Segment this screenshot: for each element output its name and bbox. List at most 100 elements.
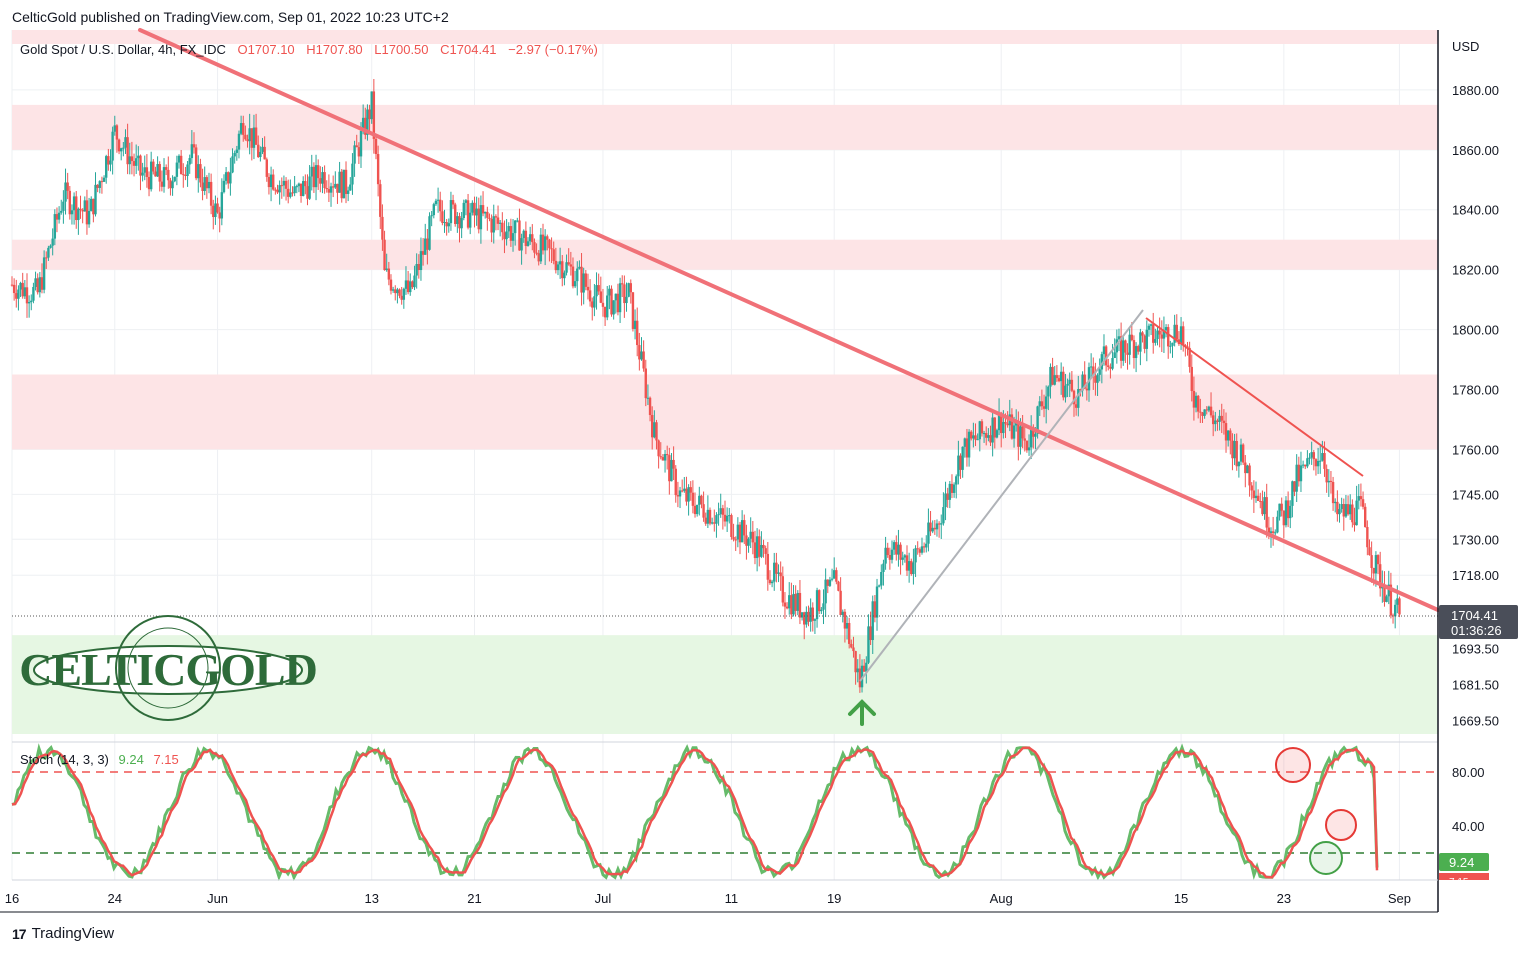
candle-body (736, 524, 740, 540)
candle-body (432, 204, 436, 216)
candle-body (695, 504, 699, 515)
stoch-tick-label: 40.00 (1452, 819, 1485, 834)
candle-body (614, 293, 618, 301)
candle-body (1211, 415, 1215, 425)
stoch-legend: Stoch (14, 3, 3) 9.24 7.15 (20, 752, 179, 767)
candle-body (1190, 366, 1193, 391)
candle-body (402, 288, 406, 300)
candle-body (102, 177, 106, 182)
candle-body (865, 662, 868, 672)
stoch-legend-k: 9.24 (119, 752, 144, 767)
candle-body (1338, 509, 1341, 515)
price-tick-label: 1669.50 (1452, 714, 1499, 729)
candle-body (494, 216, 498, 218)
candle-body (287, 188, 290, 197)
candle-body (51, 238, 54, 246)
candle-body (134, 158, 138, 166)
candle-body (1029, 427, 1033, 448)
candle-body (584, 273, 588, 287)
candle-body (728, 515, 731, 517)
candle-body (32, 286, 35, 301)
candle-body (316, 165, 320, 179)
candle-body (171, 181, 174, 189)
candle-body (687, 487, 690, 502)
candle-body (822, 603, 825, 610)
candle-body (1143, 335, 1146, 349)
candle-body (1396, 598, 1399, 605)
candle-body (96, 184, 99, 188)
candle-body (207, 181, 211, 189)
candle-body (272, 174, 275, 190)
candle-body (933, 527, 937, 530)
stochastic-panel (11, 741, 1438, 882)
candle-body (734, 539, 737, 541)
candle-body (441, 211, 444, 223)
candle-body (644, 368, 647, 399)
candle-body (503, 232, 506, 240)
candle-body (773, 562, 776, 582)
candle-body (841, 611, 844, 615)
candle-body (665, 454, 669, 456)
candle-body (704, 517, 707, 524)
candle-body (749, 531, 752, 539)
candle-body (944, 493, 947, 508)
candle-body (374, 138, 378, 155)
candle-body (428, 216, 431, 250)
candle-body (1218, 415, 1221, 422)
candle-body (1361, 499, 1365, 507)
candle-body (1346, 504, 1350, 515)
candle-body (1372, 567, 1375, 574)
candle-body (327, 189, 331, 193)
axes: USD 1880.00 1860.00 1840.00 1820.00 1800.00 17… (0, 30, 1518, 913)
candle-body (130, 156, 134, 162)
candle-body (282, 180, 286, 186)
candle-body (717, 514, 720, 516)
candle-body (760, 544, 763, 557)
candle-body (974, 435, 977, 440)
candle-body (1259, 500, 1262, 502)
candle-body (745, 535, 748, 546)
price-tick-label: 1681.50 (1452, 678, 1499, 693)
candle-body (925, 543, 928, 548)
candle-body (582, 273, 585, 293)
candle-body (740, 520, 744, 543)
candle-body (839, 590, 842, 615)
candle-body (419, 251, 423, 271)
candle-body (511, 233, 515, 241)
candle-body (1141, 332, 1144, 336)
candle-body (1383, 585, 1386, 602)
candle-body (254, 127, 258, 145)
candle-body (460, 218, 463, 229)
candle-body (92, 198, 95, 215)
candle-body (1222, 420, 1226, 424)
candle-body (79, 208, 82, 211)
candle-body (404, 280, 408, 289)
candle-body (937, 523, 941, 525)
candle-body (439, 199, 442, 212)
candle-body (501, 222, 504, 233)
candle-body (406, 280, 410, 293)
candle-body (329, 186, 333, 193)
candle-body (184, 174, 187, 176)
candle-body (873, 601, 877, 618)
tradingview-brand[interactable]: 17 TradingView (12, 925, 114, 942)
candle-body (882, 563, 885, 573)
candle-body (858, 668, 862, 688)
candle-body (205, 177, 209, 189)
candle-body (764, 548, 767, 554)
candle-body (824, 579, 827, 604)
candle-body (1019, 426, 1022, 447)
candle-body (779, 572, 782, 577)
price-tick-label: 1860.00 (1452, 143, 1499, 158)
candle-body (1004, 422, 1007, 424)
candle-body (513, 220, 517, 234)
candle-body (608, 288, 611, 296)
candle-body (524, 230, 528, 247)
candle-body (901, 557, 904, 560)
celticgold-logo: CELTICGOLD (19, 615, 318, 721)
candles (10, 79, 1401, 693)
candle-body (1171, 342, 1174, 346)
main-downtrend-line (138, 28, 1440, 612)
overbought-marker (1275, 747, 1311, 783)
